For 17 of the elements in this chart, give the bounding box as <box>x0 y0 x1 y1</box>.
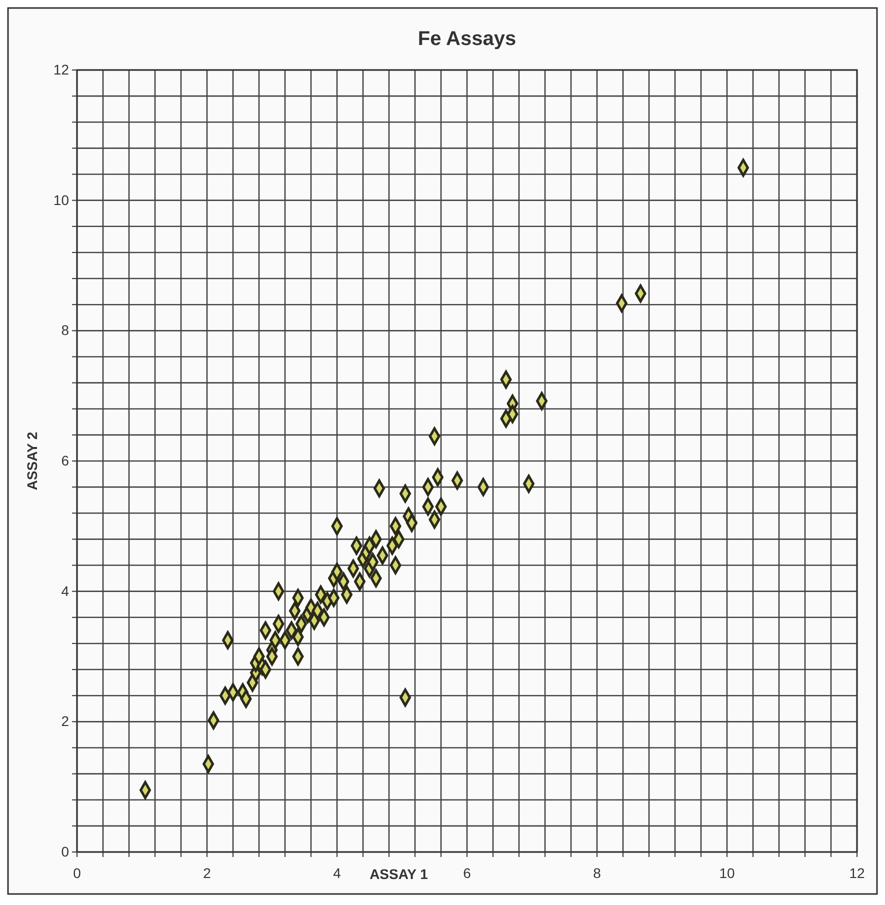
y-tick-label: 2 <box>61 713 70 730</box>
x-tick-label: 8 <box>593 865 602 882</box>
x-tick-label: 12 <box>849 865 865 882</box>
x-axis-title: ASSAY 1 <box>370 866 428 882</box>
y-tick-label: 0 <box>61 843 70 860</box>
x-tick-label: 2 <box>203 865 212 882</box>
x-tick-label: 10 <box>719 865 735 882</box>
y-tick-label: 10 <box>53 192 70 208</box>
x-tick-label: 4 <box>333 865 342 882</box>
y-tick-label: 6 <box>61 452 70 468</box>
chart-title: Fe Assays <box>418 28 516 50</box>
x-tick-label: 6 <box>463 865 472 882</box>
y-tick-label: 4 <box>61 582 70 599</box>
y-axis-title: ASSAY 2 <box>24 432 40 490</box>
y-tick-label: 8 <box>61 322 70 338</box>
x-tick-label: 0 <box>73 865 82 882</box>
y-tick-label: 12 <box>53 61 70 78</box>
